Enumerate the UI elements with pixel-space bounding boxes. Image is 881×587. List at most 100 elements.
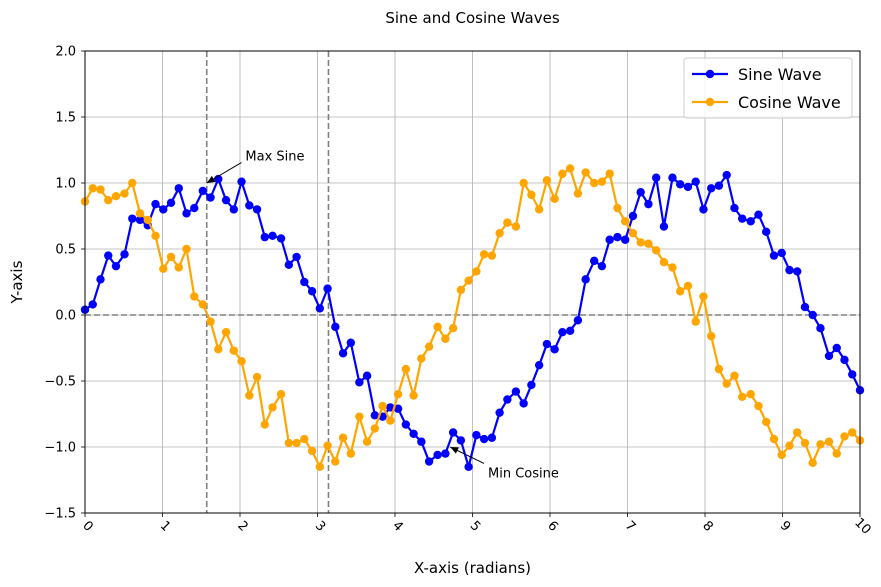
sine-wave-point (605, 235, 614, 244)
cosine-wave-point (659, 258, 669, 267)
y-tick-label: −1.0 (44, 441, 76, 456)
sine-wave-point (292, 252, 301, 262)
sine-wave-point (824, 351, 834, 361)
sine-wave-point (96, 275, 105, 284)
cosine-wave-point (628, 228, 638, 238)
y-tick-label: −1.5 (44, 507, 76, 522)
sine-wave-point (808, 310, 817, 320)
sine-wave-point (88, 300, 97, 309)
sine-wave-point (730, 203, 739, 213)
sine-wave-point (668, 173, 677, 182)
cosine-wave-point (268, 403, 277, 412)
sine-wave-point (307, 287, 317, 296)
cosine-wave-point (707, 331, 716, 341)
sine-wave-point (409, 429, 418, 438)
cosine-wave-point (769, 434, 779, 444)
sine-wave-point (558, 327, 567, 337)
cosine-wave-point (644, 239, 653, 248)
cosine-wave-point (292, 438, 301, 448)
sine-wave-point (676, 180, 685, 189)
sine-wave-point (120, 250, 129, 259)
cosine-wave-legend-label: Cosine Wave (738, 93, 841, 112)
cosine-wave-point (464, 276, 473, 285)
cosine-wave-point (393, 390, 403, 399)
cosine-wave-point (135, 209, 145, 218)
sine-wave-point (323, 284, 332, 293)
sine-wave-point (268, 231, 277, 240)
y-tick-label: 2.0 (55, 45, 76, 60)
sine-wave-point (284, 260, 294, 270)
sine-wave-point (159, 205, 168, 214)
cosine-wave-point (597, 177, 607, 186)
series-group (80, 164, 865, 471)
cosine-wave-point (174, 263, 183, 272)
sine-wave-point (448, 428, 458, 437)
cosine-wave-point (816, 440, 825, 449)
legend: Sine Wave Cosine Wave (683, 57, 853, 119)
x-tick-label: 4 (389, 518, 405, 534)
cosine-wave-point (159, 264, 168, 273)
cosine-wave-point (120, 189, 129, 198)
x-axis-label: X-axis (radians) (414, 559, 531, 577)
y-tick-label: 0.5 (55, 243, 76, 258)
cosine-wave-point (104, 195, 113, 205)
sine-wave-legend-label: Sine Wave (738, 65, 822, 84)
y-tick-label: 1.5 (55, 111, 76, 126)
cosine-wave-point (793, 428, 802, 437)
sine-wave-point (714, 181, 724, 190)
x-tick-label: 6 (544, 518, 560, 534)
sine-wave-point (174, 184, 183, 193)
annotations: Max Sine Min Cosine (206, 150, 559, 481)
cosine-wave-point (785, 441, 794, 450)
cosine-wave-point (424, 342, 434, 351)
cosine-wave-point (527, 190, 536, 200)
sine-wave-point (104, 251, 113, 260)
cosine-wave-point (487, 251, 497, 260)
cosine-wave-point (441, 334, 450, 343)
cosine-wave-point (151, 231, 160, 240)
sine-wave-point (245, 201, 254, 210)
sine-wave-point (762, 227, 771, 237)
cosine-wave-point (456, 285, 466, 295)
sine-wave-point (746, 217, 755, 226)
x-tick-label: 8 (699, 518, 715, 534)
x-tick-label: 0 (79, 518, 95, 534)
x-tick-label: 2 (234, 518, 250, 534)
y-axis-label: Y-axis (8, 260, 26, 304)
cosine-wave-point (417, 354, 426, 363)
sine-wave-point (338, 349, 348, 358)
cosine-wave-point (762, 417, 771, 427)
y-tick-label: 1.0 (55, 177, 76, 192)
cosine-wave-point (832, 449, 841, 458)
sine-wave-point (707, 184, 716, 193)
reference-lines (85, 51, 860, 513)
cosine-wave-point (166, 252, 176, 262)
cosine-wave-point (300, 434, 309, 444)
sine-wave-point (636, 188, 645, 197)
sine-wave-point (581, 275, 590, 284)
sine-wave-point (166, 198, 176, 207)
cosine-wave-point (206, 317, 215, 326)
cosine-wave-point (699, 292, 708, 301)
sine-wave-point (487, 433, 497, 442)
sine-wave-point (683, 182, 693, 192)
cosine-wave-point (128, 178, 137, 188)
sine-wave-point (777, 248, 786, 258)
cosine-wave-point (346, 449, 356, 458)
cosine-wave-point (565, 164, 575, 173)
cosine-wave-point (754, 401, 763, 411)
cosine-wave-point (143, 215, 152, 225)
cosine-wave-point (495, 228, 504, 238)
cosine-wave-point (676, 287, 685, 296)
x-tick-label: 10 (851, 515, 873, 537)
cosine-wave-point (558, 169, 567, 178)
sine-wave-point (362, 371, 372, 380)
sine-wave-point (237, 177, 246, 186)
sine-wave-point (229, 205, 238, 214)
cosine-wave-point (323, 441, 332, 450)
sine-wave-point (738, 214, 747, 223)
cosine-wave-point (691, 317, 700, 326)
x-tick-label: 7 (622, 518, 638, 534)
sine-wave-point (785, 265, 794, 275)
